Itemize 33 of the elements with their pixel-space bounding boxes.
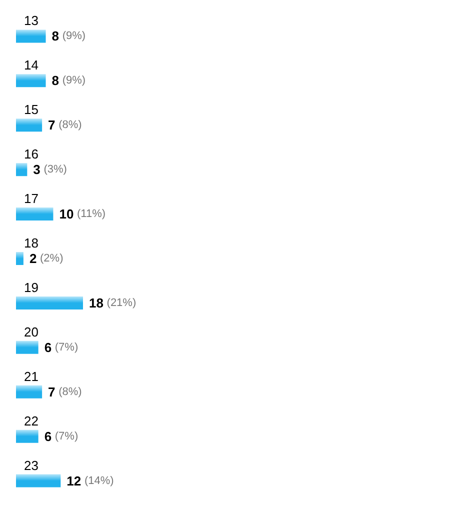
data-label: 8 (9%) (52, 73, 86, 88)
bar (16, 74, 46, 88)
bar (16, 208, 54, 221)
bar (16, 163, 28, 176)
y-tick-label: 15 (24, 102, 38, 118)
y-tick-label: 21 (24, 368, 38, 384)
data-label: 18 (21%) (89, 295, 136, 310)
data-label: 6 (7%) (44, 428, 78, 444)
data-label: 12 (14%) (66, 473, 114, 488)
bar (16, 474, 61, 488)
y-tick-label: 20 (24, 324, 38, 340)
y-tick-label: 19 (24, 280, 38, 295)
data-label: 8 (9%) (52, 28, 86, 44)
y-tick-label: 23 (24, 458, 38, 473)
bar (16, 430, 38, 443)
bar (16, 296, 83, 310)
bar (16, 118, 42, 132)
data-label: 2 (2%) (29, 251, 64, 266)
bar (16, 340, 38, 354)
bar (16, 30, 46, 43)
bar (16, 252, 24, 265)
y-tick-label: 17 (24, 191, 38, 206)
data-label: 6 (7%) (44, 340, 78, 355)
data-label: 10 (11%) (59, 206, 106, 222)
y-tick-label: 13 (24, 13, 38, 28)
y-tick-label: 16 (24, 146, 38, 162)
data-label: 7 (8%) (48, 384, 82, 400)
y-tick-label: 22 (24, 413, 38, 428)
data-label: 7 (8%) (48, 118, 82, 133)
bar (16, 385, 42, 398)
y-tick-label: 14 (24, 58, 38, 73)
y-tick-label: 18 (24, 236, 38, 250)
data-label: 3 (3%) (33, 162, 67, 178)
